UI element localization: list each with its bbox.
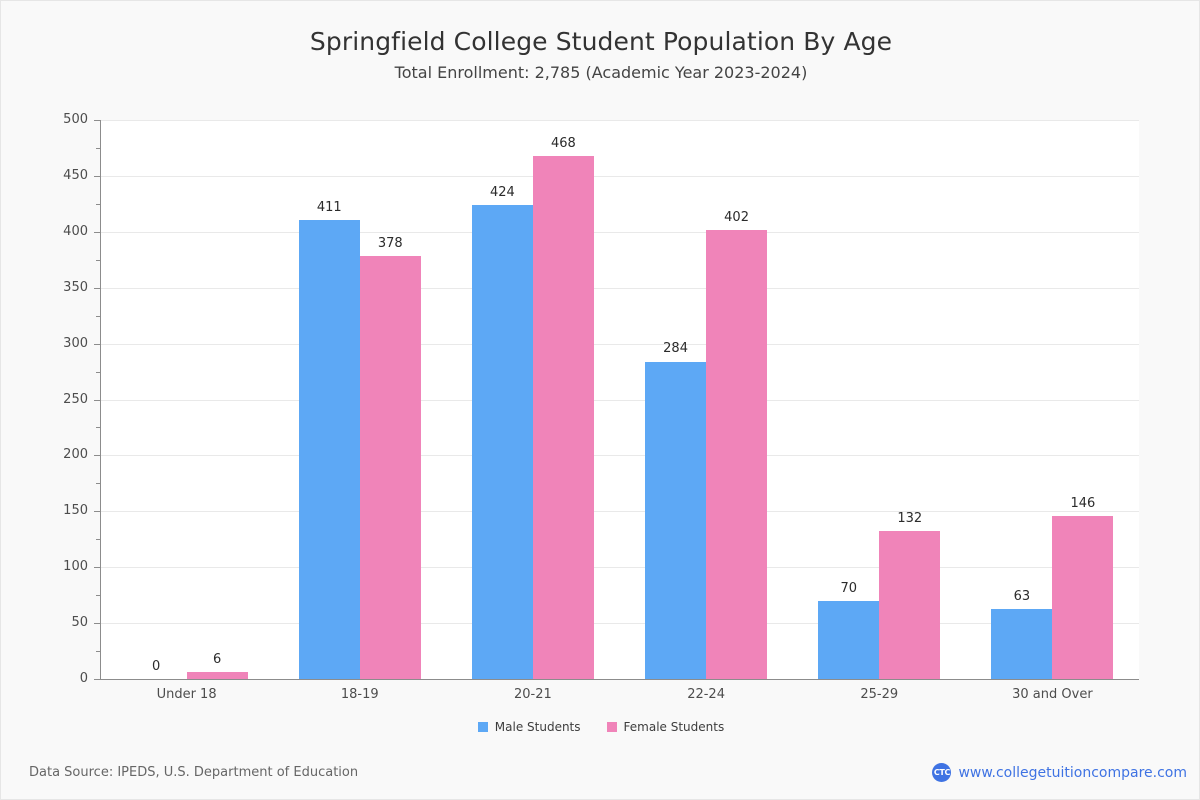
y-axis-minor-tick: [96, 371, 100, 373]
site-url-link[interactable]: www.collegetuitioncompare.com: [958, 764, 1187, 781]
gridline: [100, 343, 1139, 345]
bar-value-label: 146: [1070, 495, 1096, 511]
gridline: [100, 231, 1139, 233]
chart-legend: Male Students Female Students: [1, 720, 1200, 734]
gridline: [100, 623, 1139, 625]
legend-item-female[interactable]: Female Students: [606, 720, 725, 734]
bar-female[interactable]: [706, 229, 768, 679]
y-axis-minor-tick: [96, 595, 100, 597]
bar-value-label: 424: [489, 184, 515, 200]
y-axis-label: 100: [63, 559, 88, 575]
gridline: [100, 120, 1139, 121]
y-axis-label: 500: [63, 112, 88, 127]
y-axis-tick: [94, 287, 100, 289]
y-axis-line: [100, 120, 101, 680]
legend-swatch-icon: [477, 722, 488, 732]
y-axis-tick: [94, 455, 100, 457]
bar-value-label: 284: [663, 341, 688, 357]
x-axis-label: 22-24: [687, 687, 725, 702]
bar-value-label: 411: [316, 199, 342, 215]
bar-female[interactable]: [879, 531, 941, 679]
y-axis-tick: [94, 120, 100, 121]
y-axis-tick: [94, 567, 100, 569]
y-axis-tick: [94, 679, 100, 680]
y-axis-label: 350: [63, 279, 88, 295]
y-axis-minor-tick: [96, 147, 100, 149]
bar-value-label: 70: [840, 580, 858, 596]
y-axis-minor-tick: [96, 203, 100, 205]
y-axis-label: 250: [63, 391, 88, 407]
bar-value-label: 402: [724, 209, 749, 225]
y-axis-tick: [94, 175, 100, 177]
y-axis-minor-tick: [96, 651, 100, 653]
bar-value-label: 6: [212, 652, 222, 668]
gridline: [100, 455, 1139, 457]
x-axis-label: Under 18: [156, 687, 217, 702]
y-axis-minor-tick: [96, 483, 100, 485]
ctc-logo-icon: CTC: [932, 763, 952, 782]
y-axis-label: 300: [63, 335, 88, 351]
page-title: Springfield College Student Population B…: [309, 27, 893, 56]
legend-label: Male Students: [494, 720, 581, 734]
y-axis-tick: [94, 343, 100, 345]
gridline: [100, 399, 1139, 401]
y-axis-label: 150: [63, 503, 88, 519]
y-axis-label: 400: [63, 223, 88, 239]
bar-female[interactable]: [186, 672, 248, 679]
y-axis-label: 450: [63, 167, 88, 183]
bar-female[interactable]: [1052, 515, 1114, 679]
bar-value-label: 378: [377, 236, 403, 252]
legend-swatch-icon: [606, 722, 617, 732]
bar-value-label: 132: [897, 511, 923, 527]
bar-female[interactable]: [359, 256, 421, 679]
gridline: [100, 287, 1139, 289]
x-axis-label: 25-29: [860, 687, 899, 702]
bar-male[interactable]: [991, 608, 1053, 679]
y-axis-tick: [94, 399, 100, 401]
bar-female[interactable]: [532, 155, 594, 679]
plot-area: 0 6 411 378 424 468 284 402 70 132 63 146: [94, 120, 1139, 680]
data-source-text: Data Source: IPEDS, U.S. Department of E…: [29, 765, 359, 780]
y-axis-tick: [94, 511, 100, 513]
y-axis-minor-tick: [96, 539, 100, 541]
gridline: [100, 175, 1139, 177]
bar-value-label: 468: [550, 135, 576, 151]
gridline: [100, 511, 1139, 513]
y-axis-minor-tick: [96, 259, 100, 261]
legend-label: Female Students: [623, 720, 725, 734]
bar-male[interactable]: [818, 600, 880, 679]
bar-male[interactable]: [471, 204, 533, 679]
y-axis-label: 0: [79, 671, 88, 686]
bar-value-label: 0: [151, 659, 161, 674]
legend-item-male[interactable]: Male Students: [477, 720, 581, 734]
x-axis-label: 30 and Over: [1012, 687, 1093, 702]
chart-subtitle: Total Enrollment: 2,785 (Academic Year 2…: [394, 63, 808, 82]
y-axis-tick: [94, 623, 100, 625]
bar-male[interactable]: [298, 219, 360, 679]
y-axis-label: 50: [71, 615, 88, 631]
y-axis-minor-tick: [96, 315, 100, 317]
y-axis-minor-tick: [96, 427, 100, 429]
site-attribution: CTC www.collegetuitioncompare.com: [932, 763, 1187, 782]
x-axis-label: 20-21: [514, 687, 552, 702]
gridline: [100, 567, 1139, 569]
y-axis-tick: [94, 231, 100, 233]
x-axis-label: 18-19: [340, 687, 379, 702]
bar-male[interactable]: [645, 361, 707, 679]
bar-value-label: 63: [1013, 588, 1031, 604]
y-axis-label: 200: [63, 447, 88, 463]
x-axis-line: [100, 679, 1139, 680]
